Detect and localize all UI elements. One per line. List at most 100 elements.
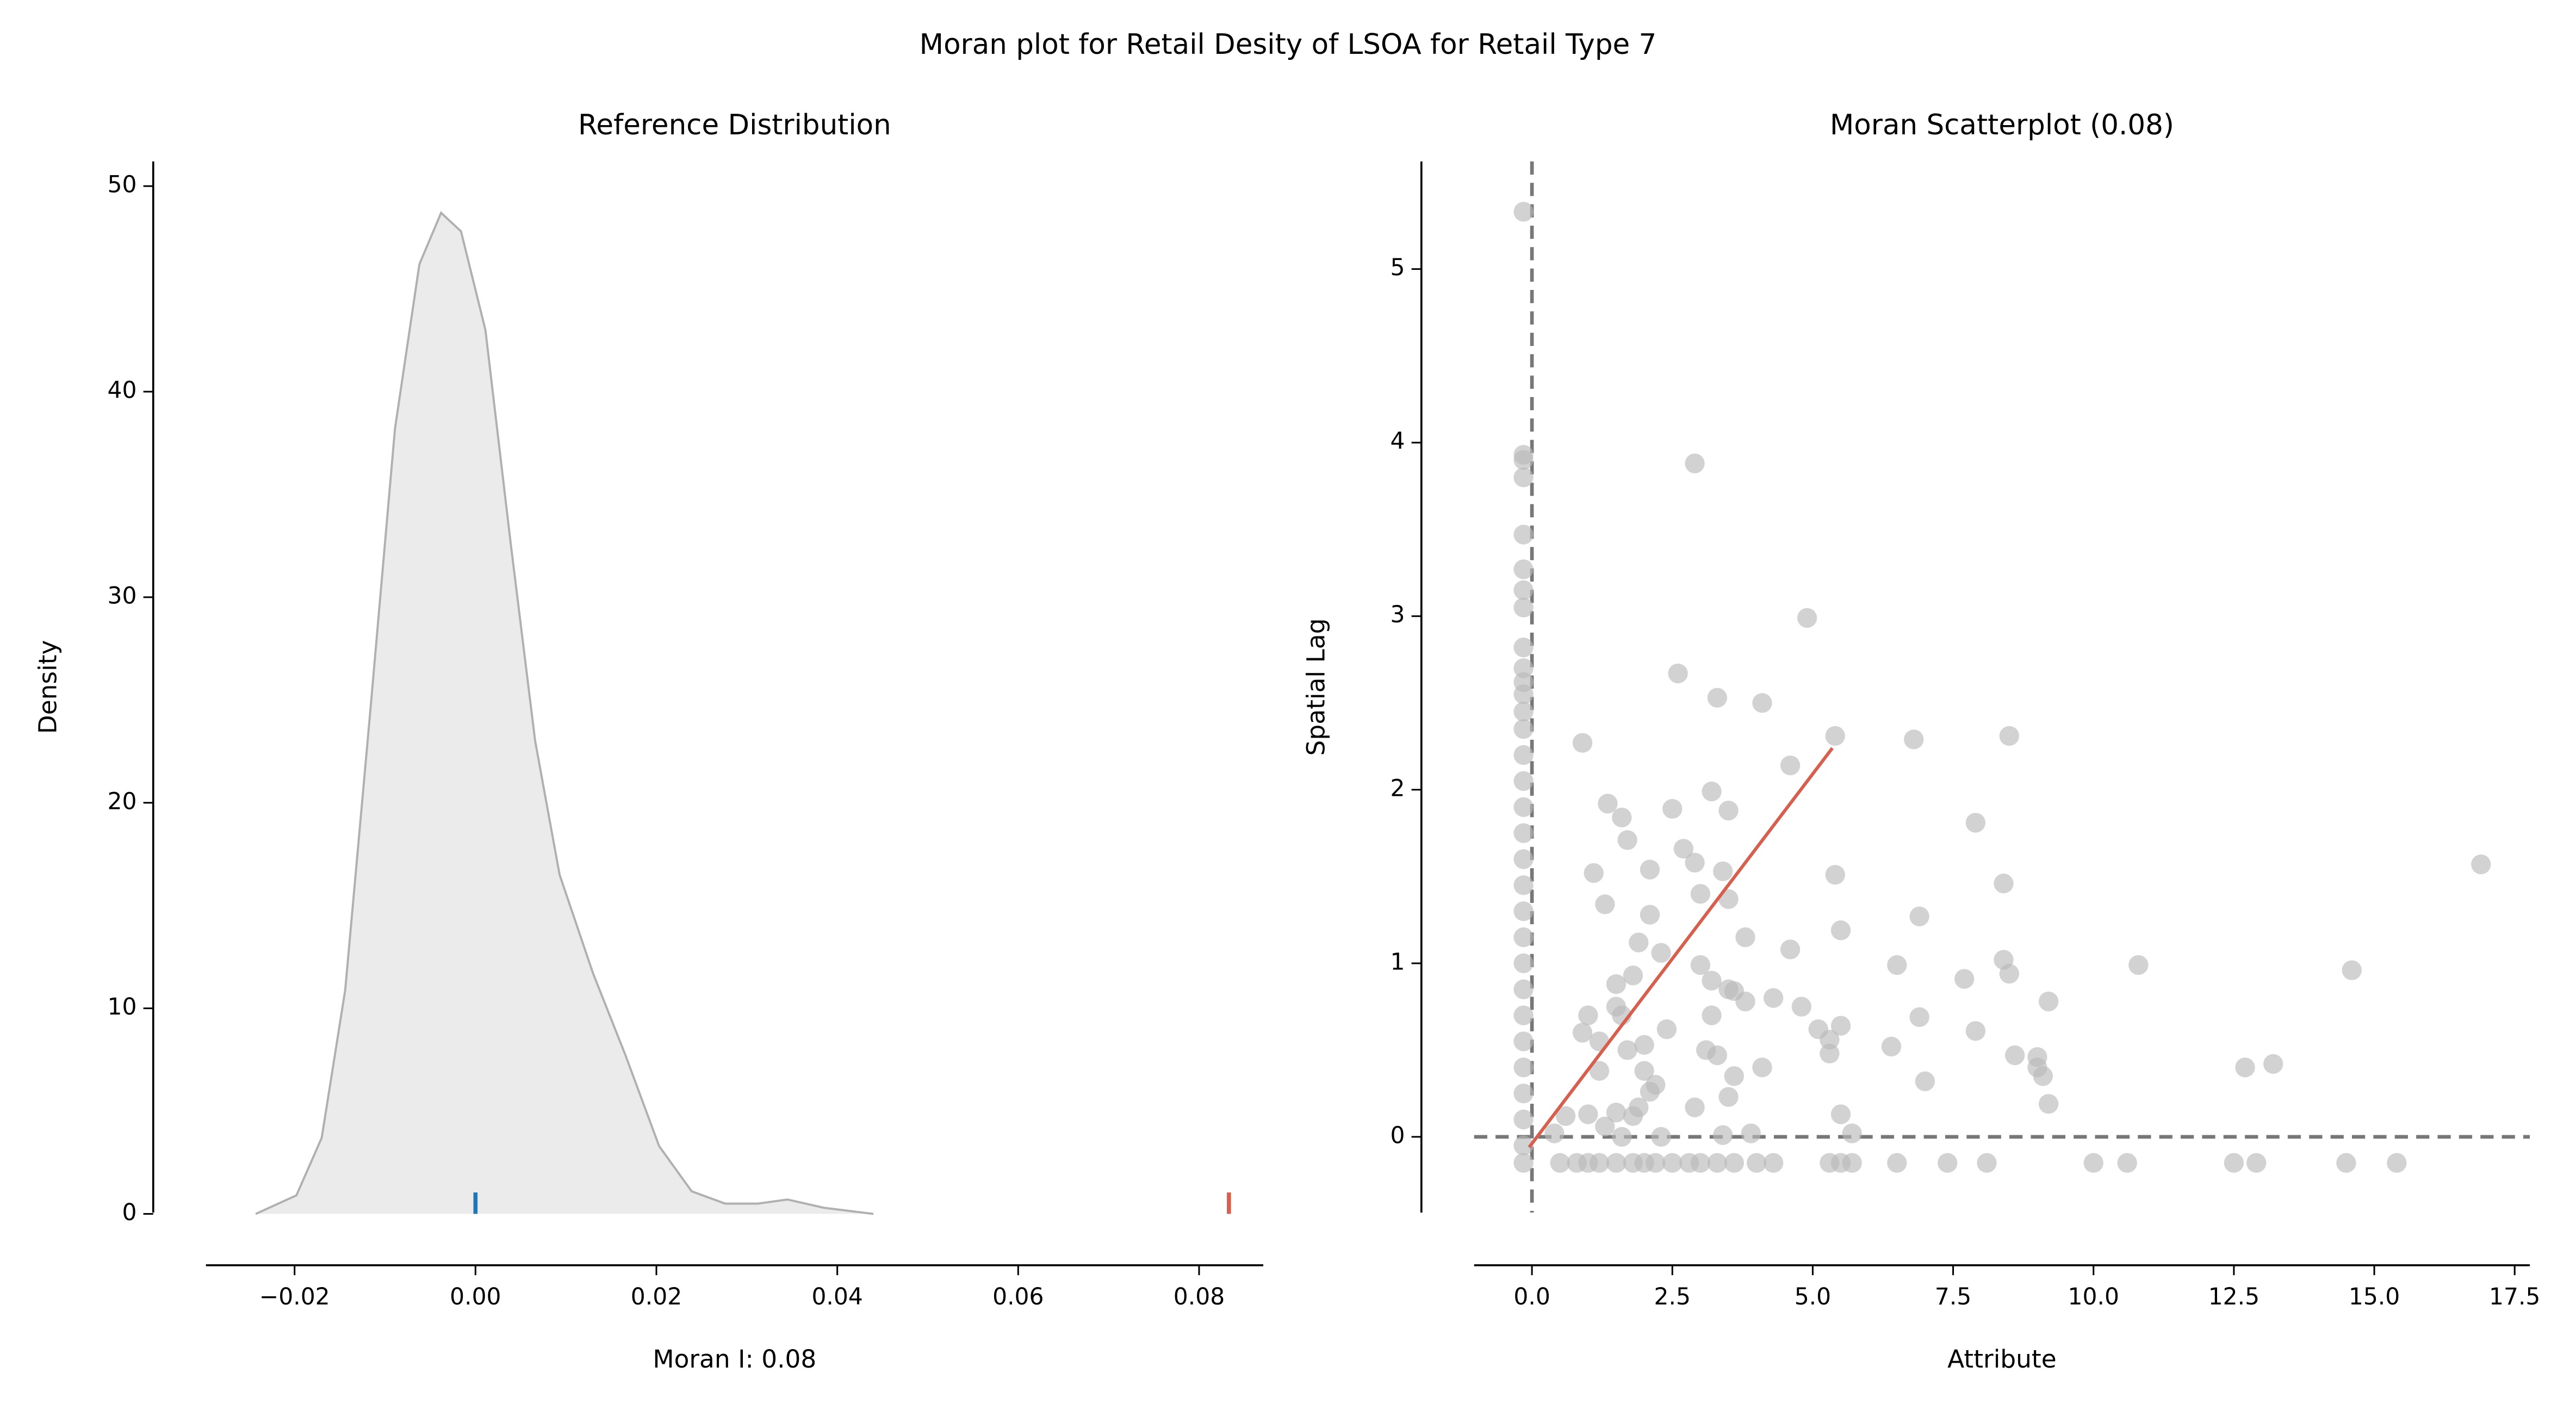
x-tick-label: 0.06 xyxy=(992,1283,1044,1310)
scatter-point xyxy=(1662,799,1683,819)
figure-title: Moran plot for Retail Desity of LSOA for… xyxy=(920,28,1657,61)
scatter-point xyxy=(1589,1153,1610,1173)
scatter-point xyxy=(1595,1116,1615,1136)
scatter-point xyxy=(1513,953,1534,974)
scatter-point xyxy=(1572,733,1593,753)
scatter-point xyxy=(1797,608,1817,628)
scatter-point xyxy=(1735,927,1755,948)
scatter-point xyxy=(1550,1153,1570,1173)
scatter-point xyxy=(1820,1030,1840,1050)
x-tick-label: 7.5 xyxy=(1935,1283,1971,1310)
scatter-point xyxy=(1513,597,1534,617)
scatter-point xyxy=(1612,807,1632,828)
scatter-point xyxy=(1954,969,1975,989)
scatter-point xyxy=(1718,1087,1739,1107)
scatter-point xyxy=(1752,693,1772,713)
scatter-point xyxy=(1713,1125,1733,1145)
y-tick-label: 1 xyxy=(1391,948,1405,975)
scatter-point xyxy=(1595,894,1615,914)
scatter-point xyxy=(1513,1135,1534,1156)
scatter-point xyxy=(1690,955,1711,975)
y-tick-label: 0 xyxy=(122,1199,137,1226)
y-tick-label: 4 xyxy=(1391,428,1405,454)
x-tick-label: 0.04 xyxy=(811,1283,862,1310)
scatter-point xyxy=(1825,726,1845,746)
scatter-point xyxy=(1572,1023,1593,1043)
scatter-point xyxy=(1707,1045,1728,1066)
x-axis-label: Attribute xyxy=(1947,1345,2057,1374)
scatter-point xyxy=(1513,524,1534,545)
scatter-point xyxy=(1791,997,1811,1017)
scatter-point xyxy=(1617,830,1637,850)
scatter-point xyxy=(1617,1040,1637,1060)
scatter-point xyxy=(1513,719,1534,739)
y-tick-label: 0 xyxy=(1391,1122,1405,1148)
scatter-point xyxy=(1842,1123,1862,1143)
scatter-point xyxy=(1965,813,1986,833)
scatter-point xyxy=(2235,1057,2255,1078)
scatter-point xyxy=(1513,580,1534,601)
x-axis-label: Moran I: 0.08 xyxy=(653,1345,816,1374)
scatter-point xyxy=(1904,729,1924,750)
scatter-point xyxy=(1965,1021,1986,1041)
scatter-point xyxy=(1673,839,1694,859)
scatter-point xyxy=(2038,1094,2059,1114)
scatter-point xyxy=(1763,1153,1784,1173)
scatter-point xyxy=(1513,684,1534,704)
scatter-point xyxy=(1634,1035,1654,1055)
scatter-point xyxy=(1651,943,1671,963)
scatter-point xyxy=(1718,800,1739,821)
scatter-point xyxy=(1999,963,2020,984)
scatter-point xyxy=(1555,1106,1576,1126)
scatter-point xyxy=(2342,960,2362,980)
x-tick-label: 15.0 xyxy=(2349,1283,2400,1310)
scatter-point xyxy=(1606,1103,1627,1123)
scatter-point xyxy=(1513,927,1534,948)
scatter-point xyxy=(1707,688,1728,708)
scatter-point xyxy=(2038,991,2059,1012)
scatter-point xyxy=(1589,1061,1610,1081)
x-tick-label: 10.0 xyxy=(2068,1283,2119,1310)
scatter-point xyxy=(1690,1153,1711,1173)
y-tick-label: 50 xyxy=(108,171,137,198)
scatter-point xyxy=(1646,1153,1666,1173)
scatter-point xyxy=(1780,939,1801,960)
scatter-point xyxy=(1513,771,1534,791)
scatter-point xyxy=(1977,1153,1997,1173)
scatter-point xyxy=(1746,1153,1767,1173)
scatter-point xyxy=(1830,1104,1851,1124)
x-tick-label: 2.5 xyxy=(1654,1283,1691,1310)
scatter-point xyxy=(1513,979,1534,999)
scatter-point xyxy=(1578,1005,1598,1025)
scatter-point xyxy=(1513,901,1534,921)
scatter-point xyxy=(1513,202,1534,222)
scatter-point xyxy=(1513,1005,1534,1025)
scatter-point xyxy=(1606,1153,1627,1173)
scatter-point xyxy=(1702,970,1722,991)
scatter-point xyxy=(1685,852,1705,873)
scatter-point xyxy=(1629,932,1649,953)
scatter-point xyxy=(1830,920,1851,941)
scatter-point xyxy=(2246,1153,2267,1173)
scatter-point xyxy=(1513,467,1534,487)
scatter-point xyxy=(2083,1153,2103,1173)
scatter-point xyxy=(1513,658,1534,678)
scatter-point xyxy=(1780,755,1801,776)
scatter-point xyxy=(1513,875,1534,895)
y-tick-label: 3 xyxy=(1391,601,1405,628)
scatter-point xyxy=(1513,1083,1534,1104)
x-tick-label: −0.02 xyxy=(259,1283,330,1310)
scatter-point xyxy=(1668,663,1688,684)
scatter-point xyxy=(1881,1036,1902,1057)
scatter-point xyxy=(2336,1153,2356,1173)
scatter-point xyxy=(1994,873,2014,894)
scatter-point xyxy=(1584,863,1604,883)
scatter-point xyxy=(1724,1153,1745,1173)
scatter-point xyxy=(1909,1007,1929,1027)
y-axis-label: Spatial Lag xyxy=(1302,618,1331,756)
scatter-point xyxy=(1640,1081,1660,1102)
scatter-point xyxy=(1578,1104,1598,1124)
scatter-point xyxy=(1999,726,2020,746)
scatter-point xyxy=(1656,1019,1677,1040)
scatter-point xyxy=(1513,1153,1534,1173)
